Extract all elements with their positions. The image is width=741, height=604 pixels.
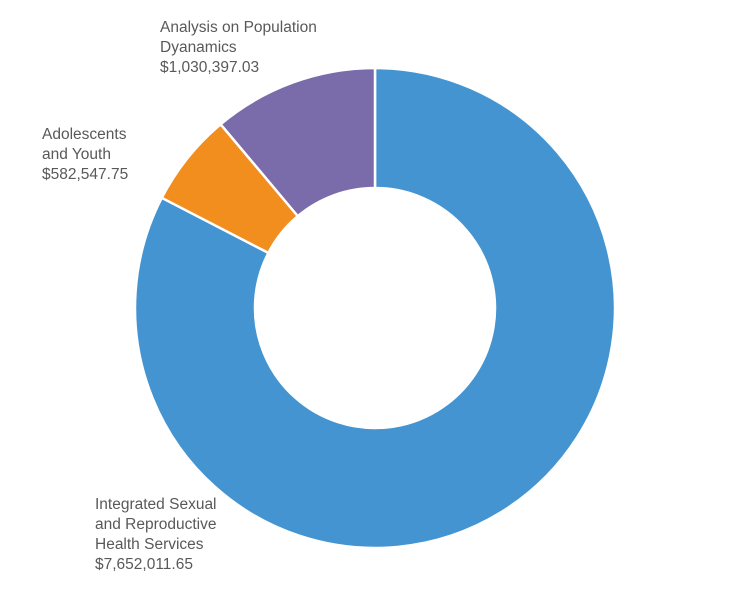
slice-label-line: Adolescents xyxy=(42,126,127,143)
slice-label-line: Dyanamics xyxy=(160,39,237,56)
slice-value-label: $7,652,011.65 xyxy=(95,556,193,573)
slice-value-label: $582,547.75 xyxy=(42,166,129,183)
slice-label-line: Analysis on Population xyxy=(160,19,317,36)
slice-label-line: and Reproductive xyxy=(95,516,217,533)
donut-slice-0 xyxy=(133,66,617,550)
slice-label-line: and Youth xyxy=(42,146,111,163)
slice-label-adolescents-youth: Adolescents and Youth $582,547.75 xyxy=(42,125,128,185)
slice-label-integrated-sexual-reproductive-health: Integrated Sexual and Reproductive Healt… xyxy=(95,495,217,575)
slice-value-label: $1,030,397.03 xyxy=(160,59,260,76)
slice-label-line: Integrated Sexual xyxy=(95,496,217,513)
donut-slice-2 xyxy=(219,66,377,218)
donut-slices xyxy=(133,66,617,550)
slice-label-analysis-population-dynamics: Analysis on Population Dyanamics $1,030,… xyxy=(160,18,317,78)
slice-label-line: Health Services xyxy=(95,536,204,553)
